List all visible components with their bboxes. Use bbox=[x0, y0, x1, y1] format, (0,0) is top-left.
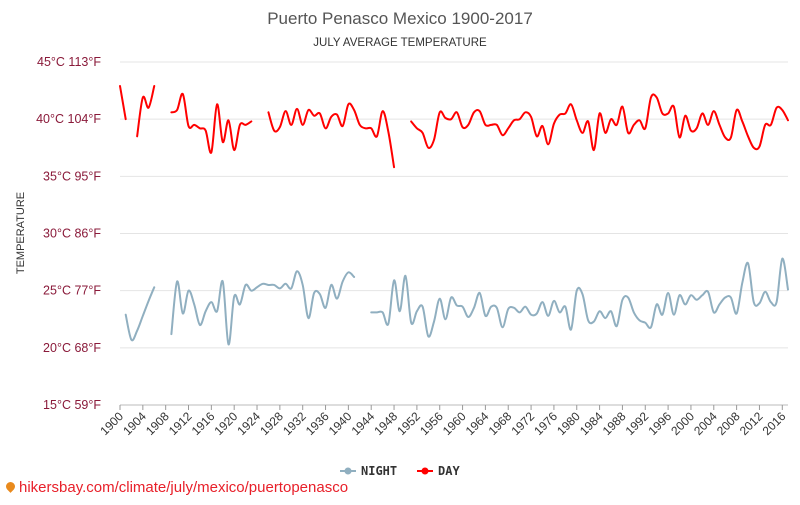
x-tick-label: 2004 bbox=[691, 409, 720, 438]
y-axis-ticks: 15°C 59°F 20°C 68°F 25°C 77°F 30°C 86°F 35°C… bbox=[36, 55, 101, 412]
day-line-segment-3 bbox=[267, 102, 396, 169]
x-tick-label: 1924 bbox=[234, 409, 263, 438]
x-tick-label: 1940 bbox=[326, 409, 355, 438]
day-line-segment-1 bbox=[136, 85, 156, 138]
location-pin-icon bbox=[4, 480, 17, 493]
series-day bbox=[119, 85, 789, 169]
x-tick-label: 1904 bbox=[120, 409, 149, 438]
x-tick-label: 1944 bbox=[349, 409, 378, 438]
x-tick-label: 1960 bbox=[440, 409, 469, 438]
x-axis-ticks: 1900190419081912191619201924192819321936… bbox=[97, 405, 789, 438]
source-link[interactable]: hikersbay.com/climate/july/mexico/puerto… bbox=[4, 479, 349, 496]
x-tick-label: 1916 bbox=[189, 409, 218, 438]
y-tick-label: 35°C 95°F bbox=[43, 169, 101, 183]
x-tick-label: 1920 bbox=[212, 409, 241, 438]
y-tick-label: 45°C 113°F bbox=[37, 55, 101, 69]
source-url: hikersbay.com/climate/july/mexico/puerto… bbox=[19, 479, 349, 496]
x-tick-label: 1936 bbox=[303, 409, 332, 438]
y-tick-label: 20°C 68°F bbox=[43, 341, 101, 355]
x-tick-label: 1928 bbox=[257, 409, 286, 438]
x-tick-label: 1932 bbox=[280, 409, 309, 438]
y-tick-label: 25°C 77°F bbox=[43, 284, 101, 298]
chart-title: Puerto Penasco Mexico 1900-2017 bbox=[267, 9, 533, 28]
day-line-segment-2 bbox=[170, 92, 253, 154]
x-tick-label: 1984 bbox=[577, 409, 606, 438]
legend-item-day[interactable]: DAY bbox=[417, 464, 460, 478]
legend-day-marker bbox=[421, 467, 429, 475]
legend-night-label: NIGHT bbox=[361, 464, 397, 478]
chart-subtitle: JULY AVERAGE TEMPERATURE bbox=[313, 37, 487, 49]
night-line-segment-1 bbox=[170, 270, 356, 346]
x-tick-label: 1912 bbox=[166, 409, 195, 438]
series-night bbox=[124, 257, 789, 346]
x-tick-label: 1948 bbox=[371, 409, 400, 438]
x-tick-label: 1972 bbox=[508, 409, 537, 438]
x-tick-label: 1992 bbox=[623, 409, 652, 438]
legend[interactable]: NIGHT DAY bbox=[340, 464, 460, 478]
y-tick-label: 15°C 59°F bbox=[43, 398, 101, 412]
x-tick-label: 1964 bbox=[463, 409, 492, 438]
y-tick-label: 30°C 86°F bbox=[43, 227, 101, 241]
x-tick-label: 2016 bbox=[760, 409, 789, 438]
x-tick-label: 1900 bbox=[97, 409, 126, 438]
day-line-segment-4 bbox=[410, 93, 789, 152]
series-lines bbox=[119, 85, 789, 346]
x-tick-label: 2012 bbox=[737, 409, 766, 438]
legend-day-label: DAY bbox=[438, 464, 460, 478]
x-tick-label: 1996 bbox=[645, 409, 674, 438]
night-line-segment-2 bbox=[370, 257, 789, 338]
x-tick-label: 1956 bbox=[417, 409, 446, 438]
x-tick-label: 1952 bbox=[394, 409, 423, 438]
night-line-segment-0 bbox=[124, 286, 156, 342]
legend-night-marker bbox=[344, 467, 352, 475]
x-tick-label: 1988 bbox=[600, 409, 629, 438]
grid-lines bbox=[120, 61, 788, 406]
legend-item-night[interactable]: NIGHT bbox=[340, 464, 397, 478]
y-tick-label: 40°C 104°F bbox=[36, 112, 101, 126]
x-tick-label: 2000 bbox=[668, 409, 697, 438]
x-tick-label: 1980 bbox=[554, 409, 583, 438]
x-tick-label: 1968 bbox=[486, 409, 515, 438]
day-line-segment-0 bbox=[119, 85, 127, 121]
y-axis-label: TEMPERATURE bbox=[15, 192, 27, 274]
x-tick-label: 1976 bbox=[531, 409, 560, 438]
x-tick-label: 1908 bbox=[143, 409, 172, 438]
x-tick-label: 2008 bbox=[714, 409, 743, 438]
